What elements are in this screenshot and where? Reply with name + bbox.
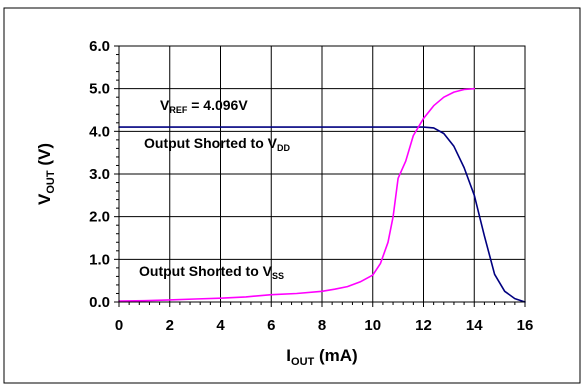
y-tick-label: 6.0 [89, 38, 110, 55]
x-tick-label: 10 [364, 317, 381, 334]
annotation-vdd: Output Shorted to VDD [144, 135, 290, 153]
x-tick-label: 8 [318, 317, 326, 334]
y-tick-label: 3.0 [89, 166, 110, 183]
x-tick-label: 14 [466, 317, 483, 334]
y-tick-label: 4.0 [89, 123, 110, 140]
x-tick-label: 16 [517, 317, 534, 334]
plot-area-border [118, 45, 526, 303]
series-1-line [118, 87, 476, 302]
series-0-line [118, 126, 526, 303]
x-tick-label: 2 [166, 317, 174, 334]
x-tick-label: 12 [415, 317, 432, 334]
y-tick-label: 2.0 [89, 209, 110, 226]
y-tick-label: 1.0 [89, 251, 110, 268]
outer-frame [3, 7, 581, 384]
annotation-vss: Output Shorted to VSS [139, 263, 284, 281]
y-axis-label: VOUT (V) [35, 143, 57, 205]
x-axis-label: IOUT (mA) [286, 346, 357, 368]
x-tick-label: 4 [216, 317, 225, 334]
x-tick-label: 6 [267, 317, 275, 334]
y-tick-label: 0.0 [89, 294, 110, 311]
y-tick-label: 5.0 [89, 81, 110, 98]
annotation-vref: VREF = 4.096V [160, 97, 248, 115]
x-tick-label: 0 [115, 317, 123, 334]
